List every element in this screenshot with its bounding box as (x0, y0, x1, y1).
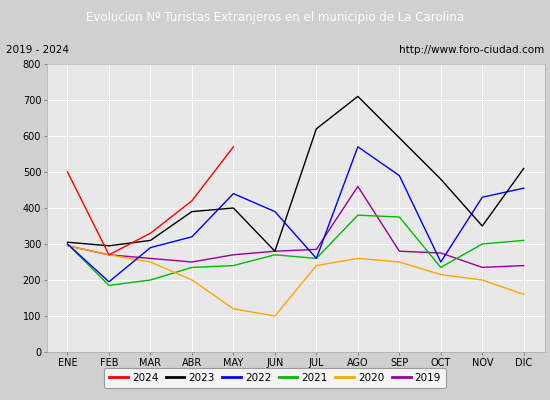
Text: Evolucion Nº Turistas Extranjeros en el municipio de La Carolina: Evolucion Nº Turistas Extranjeros en el … (86, 12, 464, 24)
Text: http://www.foro-ciudad.com: http://www.foro-ciudad.com (399, 45, 544, 55)
Text: 2019 - 2024: 2019 - 2024 (6, 45, 69, 55)
Legend: 2024, 2023, 2022, 2021, 2020, 2019: 2024, 2023, 2022, 2021, 2020, 2019 (104, 368, 446, 388)
